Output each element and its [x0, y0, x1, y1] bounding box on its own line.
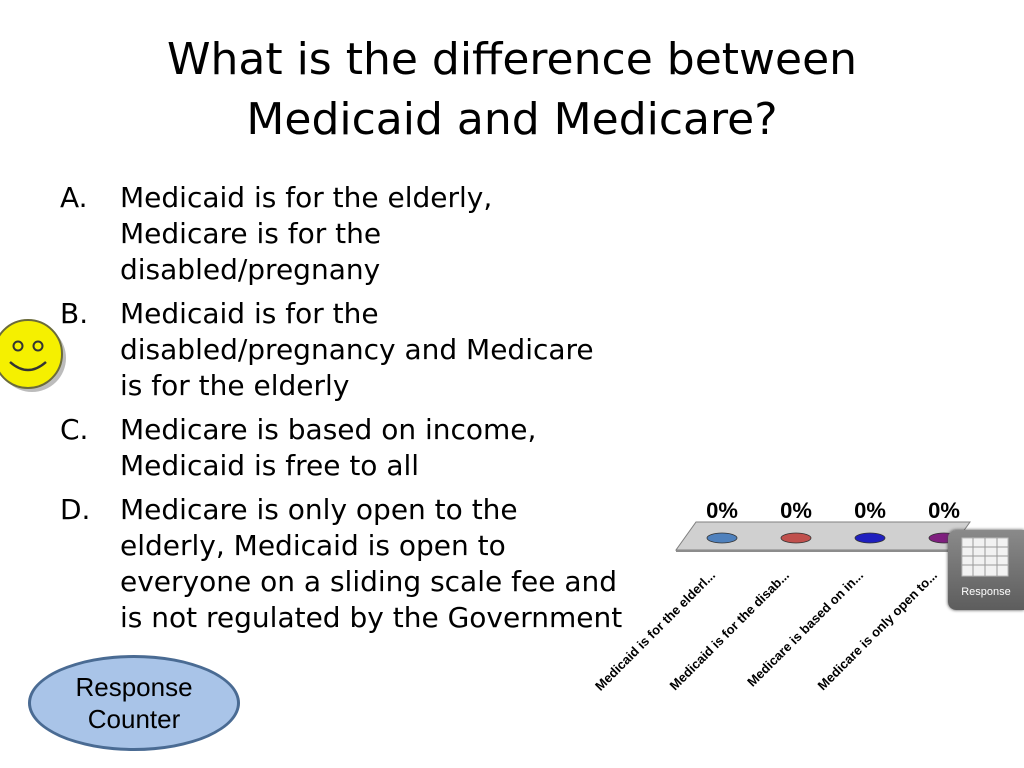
chart-bar-base-0 [706, 532, 738, 544]
answer-a: A. Medicaid is for the elderly, Medicare… [60, 180, 680, 288]
response-chart: 0% Medicaid is for the elderl... 0% Medicai… [592, 498, 971, 694]
title-line-1: What is the difference between [166, 34, 858, 85]
answer-d-line-3: everyone on a sliding scale fee and [120, 565, 617, 598]
smiley-face-icon [0, 319, 66, 392]
response-counter-line-1: Response [75, 672, 193, 702]
answer-a-line-1: Medicaid is for the elderly, [120, 181, 493, 214]
answer-list: A. Medicaid is for the elderly, Medicare… [60, 180, 680, 644]
answer-d-line-4: is not regulated by the Government [120, 601, 623, 634]
chart-data-label-3: 0% [928, 498, 960, 523]
answer-c: C. Medicare is based on income, Medicaid… [60, 412, 680, 484]
answer-d-line-1: Medicare is only open to the [120, 493, 518, 526]
answer-c-letter: C. [60, 413, 89, 446]
chart-bar-base-1 [780, 532, 812, 544]
slide-title: What is the difference between Medicaid … [0, 30, 1024, 150]
response-widget-label: Response [961, 586, 1011, 598]
chart-platform-front [676, 550, 950, 552]
response-counter-button[interactable]: Response Counter [28, 655, 240, 751]
chart-category-label-0: Medicaid is for the elderl... [592, 568, 718, 694]
answer-d-letter: D. [60, 493, 91, 526]
chart-category-label-3: Medicare is only open to... [815, 568, 941, 694]
answer-b: B. Medicaid is for the disabled/pregnanc… [60, 296, 680, 404]
chart-data-label-2: 0% [854, 498, 886, 523]
chart-data-label-1: 0% [780, 498, 812, 523]
answer-c-line-1: Medicare is based on income, [120, 413, 537, 446]
answer-b-line-1: Medicaid is for the [120, 297, 379, 330]
title-line-2: Medicaid and Medicare? [246, 94, 778, 145]
response-counter-line-2: Counter [87, 704, 181, 734]
answer-d: D. Medicare is only open to the elderly,… [60, 492, 680, 636]
grid-icon [961, 537, 1009, 577]
answer-a-letter: A. [60, 181, 88, 214]
chart-category-label-1: Medicaid is for the disab... [667, 568, 793, 694]
answer-d-line-2: elderly, Medicaid is open to [120, 529, 506, 562]
answer-b-line-2: disabled/pregnancy and Medicare [120, 333, 594, 366]
answer-a-line-2: Medicare is for the [120, 217, 382, 250]
answer-b-line-3: is for the elderly [120, 369, 350, 402]
answer-b-letter: B. [60, 297, 89, 330]
answer-c-line-2: Medicaid is free to all [120, 449, 420, 482]
answer-a-line-3: disabled/pregnany [120, 253, 381, 286]
chart-data-label-0: 0% [706, 498, 738, 523]
chart-bar-base-2 [854, 532, 886, 544]
response-widget-button[interactable]: Response [948, 530, 1024, 610]
